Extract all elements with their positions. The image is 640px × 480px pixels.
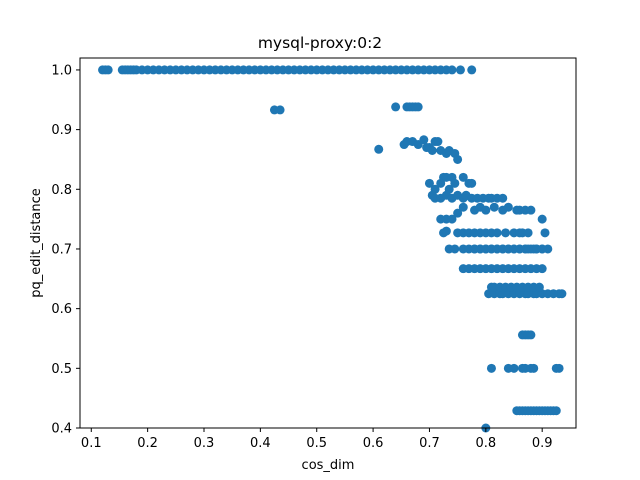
y-tick-label: 0.7 — [51, 242, 72, 257]
x-tick-label: 0.7 — [419, 436, 440, 451]
data-point — [557, 289, 567, 299]
data-point — [447, 65, 457, 75]
chart-title: mysql-proxy:0:2 — [258, 34, 382, 52]
y-tick-label: 0.8 — [51, 183, 72, 198]
data-point — [492, 228, 502, 238]
plot-frame — [79, 57, 577, 429]
axis-ticks: 0.1 0.2 0.3 0.4 0.5 0.6 0.7 0.8 0.9 0.4 0.5 0.6 0.7 0… — [51, 63, 552, 451]
data-point — [529, 363, 539, 373]
data-point — [489, 202, 499, 212]
data-point — [534, 282, 544, 292]
data-point — [458, 172, 468, 182]
data-point — [526, 330, 536, 340]
data-point — [467, 178, 477, 188]
data-point — [503, 202, 513, 212]
data-point — [498, 193, 508, 203]
y-axis-title: pq_edit_distance — [29, 188, 44, 298]
data-point — [551, 406, 561, 416]
x-tick-label: 0.9 — [532, 436, 553, 451]
x-tick-label: 0.1 — [81, 436, 102, 451]
y-tick-label: 0.6 — [51, 302, 72, 317]
data-point — [427, 146, 437, 155]
x-tick-label: 0.3 — [194, 436, 215, 451]
data-point — [433, 137, 443, 147]
data-point — [447, 214, 457, 224]
x-tick-label: 0.5 — [306, 436, 327, 451]
data-point — [467, 65, 477, 75]
x-tick-label: 0.6 — [363, 436, 384, 451]
data-point — [486, 363, 496, 373]
data-point — [537, 214, 547, 224]
data-point — [441, 226, 451, 236]
data-point — [275, 105, 285, 115]
data-point — [453, 208, 463, 218]
data-point — [455, 65, 465, 75]
y-tick-label: 0.5 — [51, 362, 72, 377]
data-point — [537, 264, 547, 274]
data-point — [554, 363, 564, 373]
data-point — [413, 102, 423, 112]
y-tick-label: 1.0 — [51, 63, 72, 78]
data-point — [540, 228, 550, 238]
data-point — [374, 144, 384, 154]
data-point — [103, 65, 113, 75]
data-point — [450, 178, 460, 188]
data-point — [526, 205, 536, 215]
data-point — [424, 178, 434, 188]
x-axis-title: cos_dim — [302, 458, 355, 473]
data-point — [419, 135, 429, 145]
data-point — [458, 202, 468, 212]
x-tick-label: 0.2 — [137, 436, 158, 451]
data-point — [509, 363, 519, 373]
data-point — [523, 228, 533, 238]
y-tick-label: 0.4 — [51, 422, 72, 437]
data-point — [501, 228, 511, 238]
x-tick-label: 0.8 — [475, 436, 496, 451]
data-point — [453, 154, 463, 164]
data-point — [450, 244, 460, 254]
y-tick-label: 0.9 — [51, 123, 72, 138]
data-point — [391, 102, 401, 112]
x-tick-label: 0.4 — [250, 436, 271, 451]
data-point — [537, 244, 547, 254]
data-points — [98, 65, 567, 433]
data-point — [481, 205, 491, 215]
